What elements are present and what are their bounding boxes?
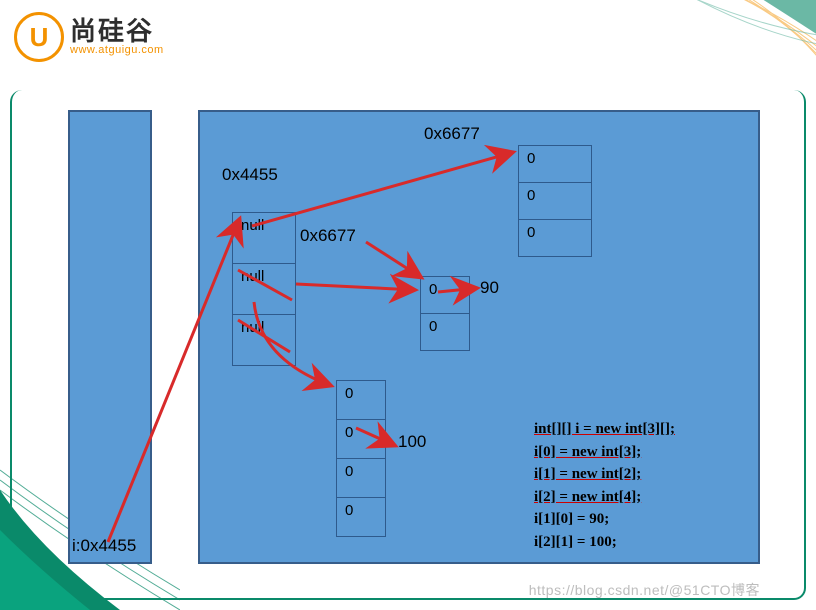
array-c-cell: 0 [336, 380, 386, 420]
array-c: 0 0 0 0 [336, 380, 386, 537]
label-90: 90 [480, 278, 499, 298]
code-line: i[1][0] = 90; [534, 508, 675, 531]
array-a-cell: 0 [518, 220, 592, 257]
array-a-cell: 0 [518, 145, 592, 183]
array-main-cell: null [232, 212, 296, 264]
watermark: https://blog.csdn.net/@51CTO博客 [529, 580, 760, 600]
code-line: i[2] = new int[4]; [534, 486, 675, 509]
array-main-cell: null [232, 264, 296, 315]
code-line: i[1] = new int[2]; [534, 463, 675, 486]
array-b: 0 0 [420, 276, 470, 351]
array-b-cell: 0 [420, 314, 470, 351]
code-block: int[][] i = new int[3][]; i[0] = new int… [534, 418, 675, 553]
array-b-cell: 0 [420, 276, 470, 314]
array-c-cell: 0 [336, 420, 386, 459]
stack-var-label: i:0x4455 [72, 536, 136, 556]
logo: U 尚硅谷 www.atguigu.com [14, 12, 164, 62]
array-a: 0 0 0 [518, 145, 592, 257]
logo-badge-icon: U [14, 12, 64, 62]
array-main: null null null [232, 212, 296, 366]
array-a-cell: 0 [518, 183, 592, 220]
stack-box [68, 110, 152, 564]
array-c-cell: 0 [336, 459, 386, 498]
logo-url: www.atguigu.com [70, 45, 164, 57]
array-c-cell: 0 [336, 498, 386, 537]
addr-label-6677: 0x6677 [424, 124, 480, 144]
logo-title: 尚硅谷 [70, 18, 164, 45]
addr-label-6677-top: 0x6677 [300, 226, 356, 246]
addr-label-4455: 0x4455 [222, 165, 278, 185]
array-main-cell: null [232, 315, 296, 366]
label-100: 100 [398, 432, 426, 452]
slide-canvas: U 尚硅谷 www.atguigu.com i:0x4455 0x4455 nu… [0, 0, 816, 610]
code-line: i[0] = new int[3]; [534, 441, 675, 464]
code-line: int[][] i = new int[3][]; [534, 418, 675, 441]
code-line: i[2][1] = 100; [534, 531, 675, 554]
